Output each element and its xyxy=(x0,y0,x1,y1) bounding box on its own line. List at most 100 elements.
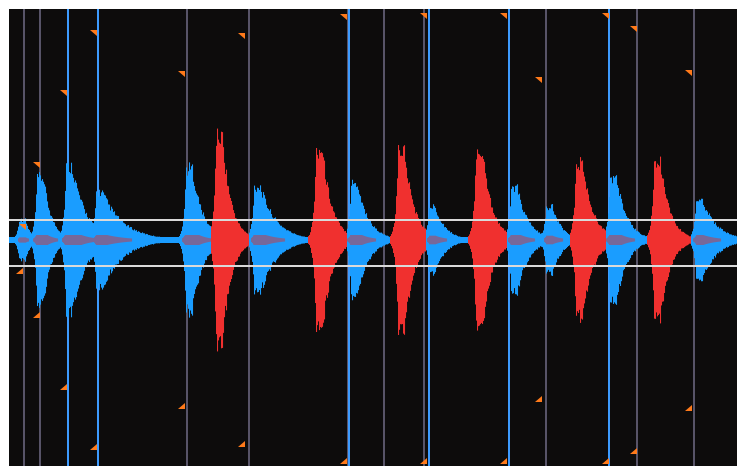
waveform-core xyxy=(27,238,29,242)
waveform-blue-column xyxy=(721,228,723,252)
waveform-blue-column xyxy=(642,235,644,245)
waveform-core xyxy=(130,238,132,242)
waveform-core xyxy=(610,235,612,245)
waveform-red-column xyxy=(581,161,583,319)
waveform-red-column xyxy=(593,213,595,267)
waveform-red-column xyxy=(227,185,229,295)
marker-top-icon xyxy=(33,162,40,168)
waveform-core xyxy=(41,235,43,245)
waveform-core xyxy=(278,237,280,243)
waveform-core xyxy=(359,235,361,245)
waveform-core xyxy=(698,235,700,245)
waveform-blue-column xyxy=(133,230,135,250)
waveform-core xyxy=(358,235,360,245)
waveform-red-column xyxy=(666,198,668,282)
waveform-blue-column xyxy=(61,230,63,250)
waveform-core xyxy=(562,238,564,242)
waveform-red-column xyxy=(588,194,590,286)
waveform-blue-column xyxy=(138,231,140,249)
waveform-core xyxy=(260,235,262,245)
waveform-blue-column xyxy=(31,233,33,247)
waveform-core xyxy=(192,235,194,245)
waveform-canvas[interactable] xyxy=(9,9,737,466)
waveform-core xyxy=(194,235,196,245)
waveform-blue-column xyxy=(565,230,567,250)
waveform-core xyxy=(442,237,444,243)
marker-top-icon xyxy=(420,13,427,19)
waveform-blue-column xyxy=(163,237,165,243)
waveform-core xyxy=(529,237,531,243)
waveform-blue-column xyxy=(536,230,538,250)
waveform-blue-column xyxy=(143,233,145,247)
waveform-core xyxy=(182,238,184,242)
waveform-red-column xyxy=(591,207,593,273)
waveform-red-column xyxy=(504,230,506,250)
waveform-core xyxy=(368,237,370,243)
waveform-red-column xyxy=(226,169,228,311)
waveform-core xyxy=(272,236,274,244)
waveform-red-column xyxy=(330,203,332,277)
waveform-red-column xyxy=(401,155,403,325)
waveform-core xyxy=(123,237,125,243)
waveform-core xyxy=(262,235,264,245)
waveform-red-column xyxy=(410,189,412,291)
waveform-core xyxy=(438,236,440,244)
waveform-blue-column xyxy=(735,235,737,245)
waveform-core xyxy=(553,236,555,244)
waveform-core xyxy=(54,237,56,243)
waveform-core xyxy=(72,235,74,245)
waveform-red-column xyxy=(599,225,601,255)
marker-top-icon xyxy=(90,30,97,36)
waveform-red-column xyxy=(403,146,405,334)
waveform-core xyxy=(445,238,447,242)
waveform-red-column xyxy=(648,232,650,248)
waveform-core xyxy=(270,236,272,244)
waveform-blue-column xyxy=(384,234,386,246)
waveform-blue-column xyxy=(305,237,307,243)
waveform-core xyxy=(634,238,636,242)
waveform-view[interactable] xyxy=(9,9,737,466)
waveform-red-column xyxy=(577,168,579,312)
waveform-core xyxy=(33,238,35,242)
waveform-blue-column xyxy=(294,233,296,247)
waveform-core xyxy=(115,236,117,244)
waveform-core xyxy=(611,235,613,245)
waveform-core xyxy=(204,236,206,244)
waveform-core xyxy=(106,235,108,245)
waveform-core xyxy=(122,237,124,243)
waveform-core xyxy=(128,238,130,242)
waveform-core xyxy=(349,236,351,244)
waveform-core xyxy=(210,238,212,242)
waveform-blue-column xyxy=(507,229,509,251)
waveform-blue-column xyxy=(15,235,17,245)
waveform-red-column xyxy=(681,231,683,249)
waveform-red-column xyxy=(404,145,406,335)
waveform-core xyxy=(23,237,25,243)
waveform-core xyxy=(279,237,281,243)
waveform-blue-column xyxy=(379,232,381,248)
waveform-blue-column xyxy=(380,232,382,248)
waveform-core xyxy=(628,237,630,243)
marker-bottom-icon xyxy=(535,396,542,402)
waveform-red-column xyxy=(470,231,472,249)
waveform-red-column xyxy=(672,215,674,265)
waveform-blue-column xyxy=(541,233,543,247)
waveform-red-column xyxy=(601,226,603,254)
waveform-red-column xyxy=(409,182,411,298)
waveform-core xyxy=(708,236,710,244)
waveform-core xyxy=(124,237,126,243)
waveform-core xyxy=(705,235,707,245)
waveform-red-column xyxy=(325,179,327,301)
waveform-core xyxy=(347,238,349,242)
marker-bottom-icon xyxy=(602,458,609,464)
waveform-core xyxy=(113,236,115,244)
waveform-red-column xyxy=(669,207,671,273)
waveform-red-column xyxy=(590,204,592,276)
waveform-blue-column xyxy=(159,236,161,244)
waveform-blue-column xyxy=(134,229,136,251)
waveform-red-column xyxy=(323,157,325,323)
waveform-core xyxy=(257,235,259,245)
waveform-core xyxy=(82,235,84,245)
waveform-core xyxy=(114,236,116,244)
waveform-core xyxy=(549,235,551,245)
